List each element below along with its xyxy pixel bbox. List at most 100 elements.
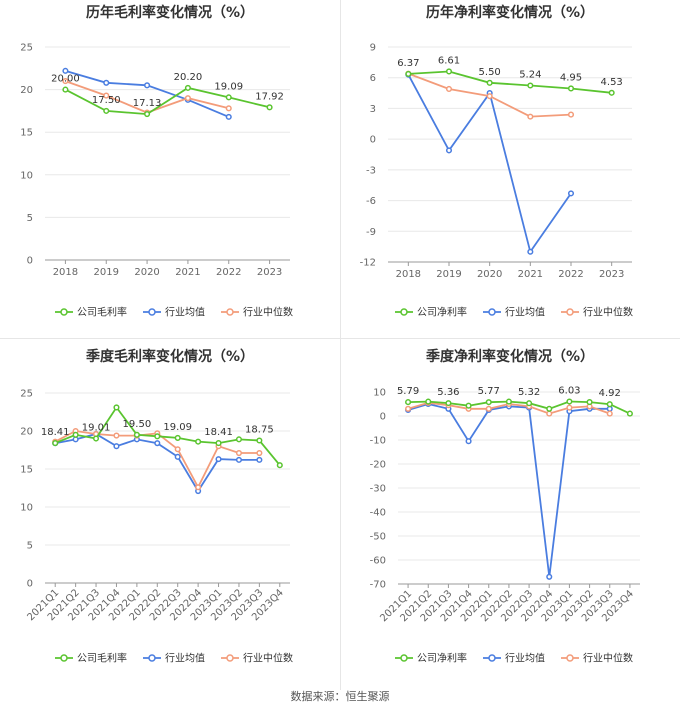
data-point <box>144 111 151 118</box>
x-tick-label: 2020 <box>477 269 502 280</box>
series-line <box>407 74 572 254</box>
data-point <box>256 437 263 444</box>
data-label: 5.50 <box>479 67 501 78</box>
x-tick-label: 2018 <box>53 267 78 278</box>
legend-item: 行业均值 <box>143 306 205 319</box>
data-point <box>276 462 283 469</box>
legend-label: 行业均值 <box>505 306 545 319</box>
legend-swatch-marker <box>226 654 234 662</box>
legend-item: 行业均值 <box>483 652 545 665</box>
y-tick-label: -60 <box>370 556 386 567</box>
data-point <box>486 79 493 86</box>
data-point <box>445 68 453 75</box>
data-point <box>608 89 615 96</box>
data-label: 19.50 <box>123 419 152 430</box>
data-label: 5.77 <box>478 386 500 397</box>
y-tick-label: 25 <box>20 43 33 54</box>
data-label: 6.37 <box>397 58 419 69</box>
data-point <box>485 405 492 412</box>
chart-title: 季度毛利率变化情况（%） <box>85 348 254 365</box>
data-point <box>103 79 110 86</box>
legend-swatch-marker <box>488 308 496 316</box>
legend-item: 行业均值 <box>483 306 545 319</box>
data-point <box>62 78 69 85</box>
x-tick-label: 2023 <box>257 267 282 278</box>
data-point <box>527 248 534 255</box>
y-tick-label: 10 <box>20 503 33 514</box>
legend-swatch-marker <box>566 654 574 662</box>
y-tick-label: 20 <box>20 427 33 438</box>
legend-label: 行业中位数 <box>243 306 293 319</box>
data-point <box>586 399 593 406</box>
data-point <box>266 104 273 111</box>
data-point <box>546 405 553 412</box>
data-label: 4.53 <box>601 77 623 88</box>
legend-label: 行业均值 <box>165 652 205 665</box>
data-point <box>133 431 140 438</box>
x-tick-label: 2021 <box>518 269 543 280</box>
legend-label: 公司净利率 <box>417 652 467 665</box>
data-point <box>527 82 534 89</box>
data-source-note: 数据来源：恒生聚源 <box>290 690 390 703</box>
data-point <box>626 410 633 417</box>
data-label: 20.00 <box>51 74 80 85</box>
y-tick-label: 20 <box>20 85 33 96</box>
y-tick-label: 9 <box>370 43 376 54</box>
legend-item: 行业中位数 <box>561 652 633 665</box>
data-point <box>235 456 243 463</box>
y-tick-label: -6 <box>366 196 376 207</box>
data-point <box>567 190 575 197</box>
data-point <box>174 434 181 441</box>
data-point <box>566 404 573 411</box>
data-point <box>546 573 553 580</box>
data-point <box>567 111 575 118</box>
data-point <box>405 399 412 406</box>
data-point <box>235 449 243 457</box>
data-point <box>154 433 161 440</box>
data-point <box>606 410 613 417</box>
x-tick-label: 2019 <box>94 267 119 278</box>
y-tick-label: -3 <box>366 165 376 176</box>
y-tick-label: 15 <box>20 128 33 139</box>
chart-annual-gross-margin: 历年毛利率变化情况（%） 0 5 10 15 20 25 2018 2019 2020 2021 20… <box>20 4 293 319</box>
data-point <box>445 400 452 407</box>
x-tick-label: 2022 <box>558 269 583 280</box>
data-point <box>103 92 110 99</box>
data-point <box>215 456 222 463</box>
data-point <box>425 398 432 405</box>
series-line <box>54 405 281 466</box>
x-tick-label: 2021 <box>175 267 200 278</box>
y-tick-label: -9 <box>366 227 376 238</box>
legend-swatch-marker <box>488 654 496 662</box>
legend-swatch-marker <box>60 654 68 662</box>
y-tick-label: 5 <box>27 213 33 224</box>
y-tick-label: 0 <box>27 256 33 267</box>
y-tick-label: 0 <box>27 579 33 590</box>
legend-swatch-marker <box>226 308 234 316</box>
legend-item: 公司净利率 <box>395 306 467 319</box>
chart-title: 季度净利率变化情况（%） <box>425 348 594 365</box>
y-tick-label: 6 <box>370 73 376 84</box>
legend-label: 公司毛利率 <box>77 652 127 665</box>
data-label: 17.92 <box>255 91 284 102</box>
y-tick-label: -50 <box>370 532 386 543</box>
data-point <box>567 85 575 92</box>
data-point <box>92 435 100 442</box>
y-tick-label: -70 <box>370 580 386 591</box>
x-tick-label: 2019 <box>436 269 461 280</box>
legend-label: 公司毛利率 <box>77 306 127 319</box>
y-tick-label: 15 <box>20 465 33 476</box>
legend-item: 行业均值 <box>143 652 205 665</box>
data-point <box>62 86 69 93</box>
data-label: 19.09 <box>163 422 192 433</box>
data-point <box>235 436 243 443</box>
data-point <box>144 82 151 89</box>
data-point <box>195 484 202 491</box>
data-point <box>225 113 232 120</box>
chart-quarterly-net-margin: 季度净利率变化情况（%）-70-60-50-40-30-20-100102021… <box>370 348 640 665</box>
data-point <box>174 446 181 453</box>
data-point <box>465 402 472 409</box>
legend-swatch-marker <box>60 308 68 316</box>
data-point <box>52 440 59 447</box>
legend-item: 公司毛利率 <box>55 652 127 665</box>
